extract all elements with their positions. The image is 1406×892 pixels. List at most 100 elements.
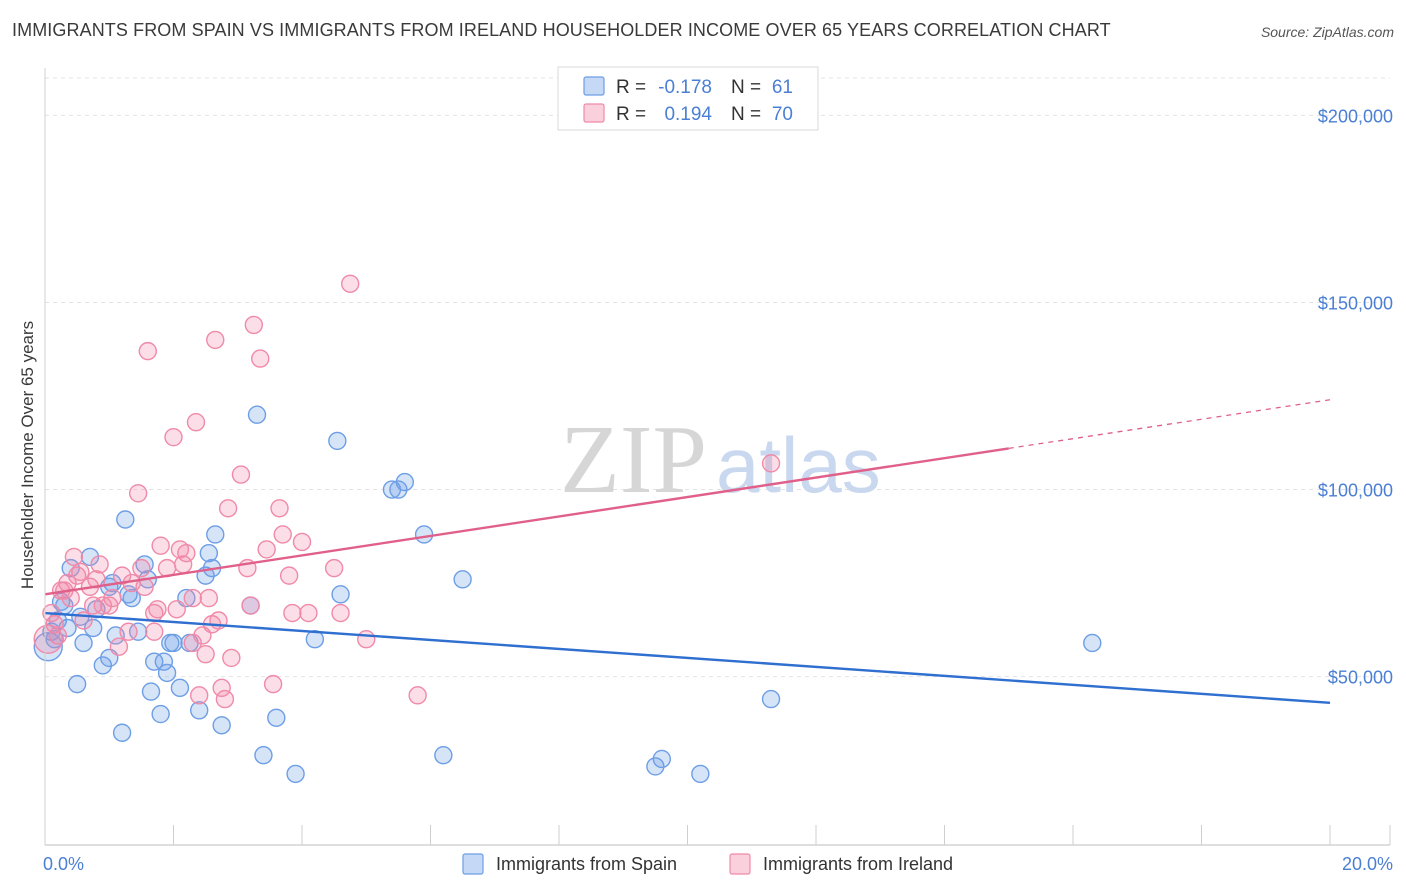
ireland-point <box>148 600 167 619</box>
ireland-point <box>128 484 148 503</box>
ireland-point <box>244 315 264 335</box>
watermark-zip: ZIP <box>560 406 707 514</box>
y-tick-label: $100,000 <box>1318 481 1393 501</box>
ireland-point <box>164 427 183 447</box>
ireland-point <box>138 341 158 361</box>
ireland-point <box>331 603 350 623</box>
ireland-point <box>222 648 241 668</box>
ireland-point <box>263 674 283 694</box>
legend-n-label: N = <box>731 104 761 125</box>
spain-point <box>116 510 135 529</box>
ireland-point <box>119 622 138 641</box>
spain-point <box>74 633 93 653</box>
y-tick-label: $50,000 <box>1328 668 1393 688</box>
ireland-point <box>177 543 196 563</box>
legend-box: R = -0.178 N = 61 R = 0.194 N = 70 <box>557 66 819 131</box>
ireland-point <box>112 566 132 585</box>
ireland-trend-line <box>44 447 1009 596</box>
ireland-point <box>33 624 63 654</box>
ireland-point <box>45 615 64 634</box>
ireland-point <box>279 566 299 585</box>
bottom-legend-swatch <box>462 853 484 875</box>
spain-point <box>112 723 132 742</box>
spain-point <box>652 749 671 769</box>
ireland-point <box>132 558 151 578</box>
ireland-point <box>299 603 318 623</box>
spain-point <box>157 663 177 683</box>
spain-point <box>122 588 141 608</box>
ireland-point <box>270 499 289 518</box>
ireland-point <box>199 588 219 608</box>
spain-point <box>199 543 219 563</box>
ireland-point <box>71 562 90 582</box>
ireland-point <box>103 588 122 608</box>
spain-point <box>67 674 87 694</box>
spain-point <box>389 480 408 499</box>
ireland-point <box>206 330 225 350</box>
spain-point <box>434 746 453 765</box>
axes: $50,000 $100,000 $150,000 $200,000 0.0% 20.0% <box>43 68 1393 874</box>
spain-point <box>331 585 350 604</box>
ireland-point <box>218 499 238 518</box>
spain-point <box>61 558 80 578</box>
ireland-point <box>183 588 202 608</box>
spain-point <box>328 431 347 451</box>
y-tick-label: $150,000 <box>1318 293 1393 313</box>
spain-point <box>33 632 63 662</box>
bottom-legend: Immigrants from Spain Immigrants from Ire… <box>462 853 953 875</box>
ireland-point <box>231 465 251 484</box>
spain-point <box>691 764 710 784</box>
spain-point <box>189 701 209 720</box>
ireland-point <box>212 678 231 698</box>
trend-lines <box>44 399 1331 705</box>
spain-point <box>247 405 267 424</box>
ireland-point <box>183 633 202 653</box>
x-tick-label: 20.0% <box>1342 854 1393 874</box>
chart-title: IMMIGRANTS FROM SPAIN VS IMMIGRANTS FROM… <box>12 20 1111 40</box>
ireland-trend-extension <box>1008 399 1331 450</box>
ireland-point <box>151 536 170 555</box>
ireland-point <box>93 596 113 615</box>
spain-point <box>286 764 305 784</box>
legend-swatch <box>583 103 605 123</box>
ireland-point <box>283 603 302 623</box>
spain-point <box>453 570 472 589</box>
legend-r-value: 0.194 <box>664 104 712 125</box>
ireland-point <box>273 525 292 544</box>
ireland-point <box>167 600 186 619</box>
ireland-point <box>109 637 129 656</box>
ireland-point <box>408 686 427 705</box>
spain-point <box>212 716 231 735</box>
ireland-point <box>324 558 344 578</box>
legend-r-value: -0.178 <box>658 77 712 98</box>
bottom-legend-label: Immigrants from Ireland <box>763 854 953 874</box>
y-tick-label: $200,000 <box>1318 106 1393 126</box>
x-tick-label: 0.0% <box>43 854 84 874</box>
bottom-legend-swatch <box>729 853 751 875</box>
ireland-point <box>196 644 215 664</box>
chart-source: Source: ZipAtlas.com <box>1260 24 1394 40</box>
spain-point <box>80 547 100 567</box>
legend-n-value: 70 <box>772 104 793 125</box>
spain-point <box>646 757 665 776</box>
ireland-point <box>87 570 106 589</box>
data-points <box>33 274 1102 784</box>
spain-point <box>267 708 286 727</box>
spain-point <box>128 622 148 641</box>
spain-point <box>93 656 113 675</box>
spain-point <box>206 525 225 544</box>
bottom-legend-label: Immigrants from Spain <box>496 854 677 874</box>
spain-point <box>154 652 174 671</box>
ireland-point <box>292 532 312 552</box>
ireland-point <box>90 555 109 574</box>
spain-point <box>83 618 103 638</box>
spain-point <box>164 633 183 653</box>
spain-point <box>170 678 190 698</box>
watermark: ZIP atlas <box>560 406 881 514</box>
ireland-point <box>340 274 360 293</box>
legend-n-label: N = <box>731 77 761 98</box>
ireland-point <box>145 622 164 641</box>
legend-swatch <box>583 76 605 96</box>
spain-point <box>151 704 170 724</box>
